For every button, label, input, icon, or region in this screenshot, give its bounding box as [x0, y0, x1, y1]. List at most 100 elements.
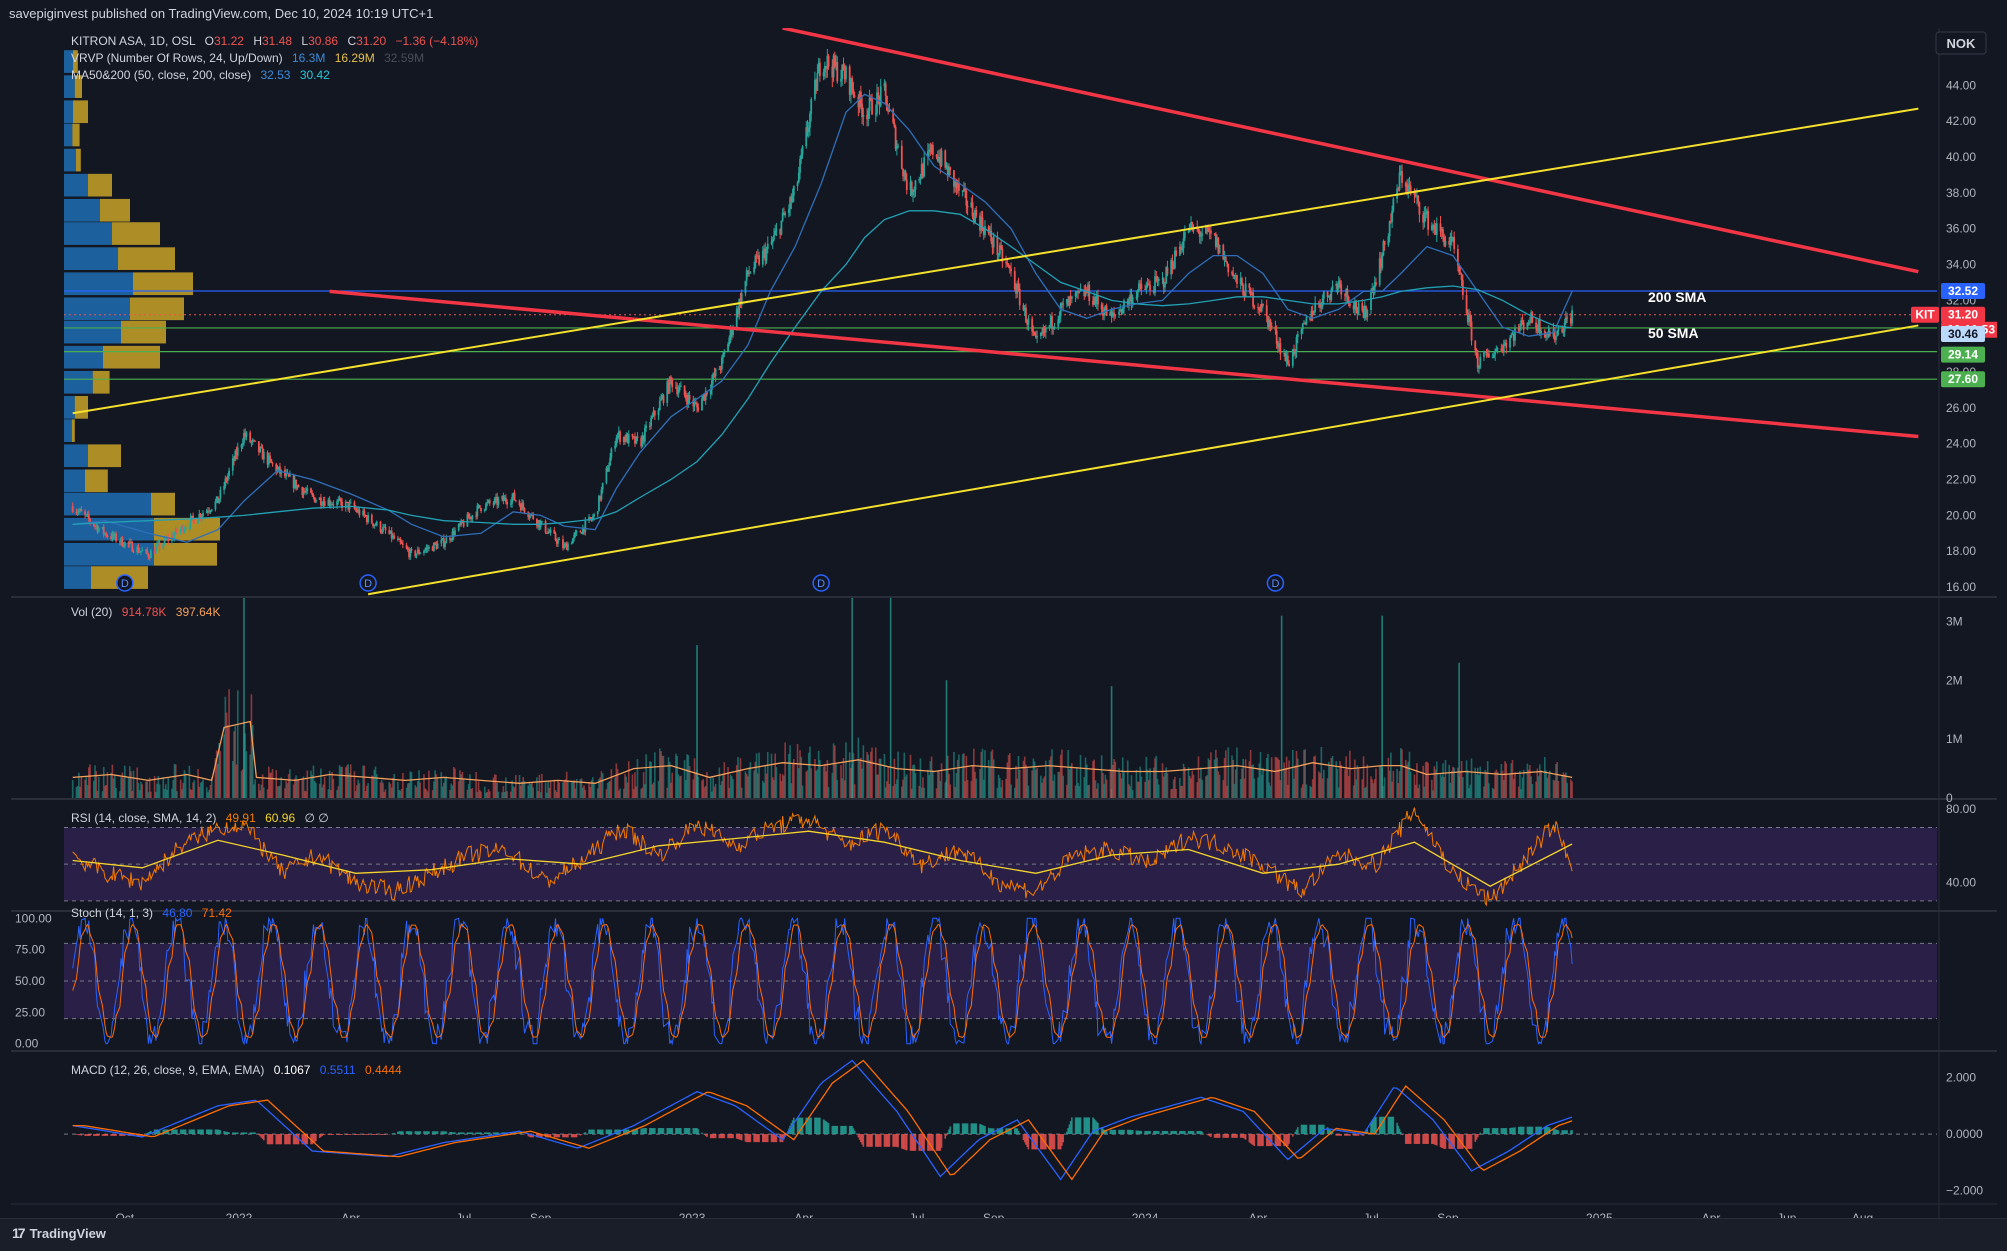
- volume-bar: [496, 783, 498, 798]
- volume-bar: [810, 768, 813, 798]
- macd-histogram-bar: [207, 1129, 209, 1135]
- macd-histogram-bar: [728, 1134, 731, 1139]
- macd-histogram-bar: [96, 1134, 99, 1136]
- candle-body: [362, 510, 365, 516]
- vp-down-bar: [151, 492, 175, 516]
- candle-body: [879, 86, 882, 106]
- macd-histogram-bar: [362, 1134, 364, 1135]
- volume-bar: [1330, 757, 1333, 798]
- candle-body: [825, 65, 828, 69]
- candle-body: [982, 228, 985, 235]
- volume-bar: [1311, 779, 1314, 798]
- currency-button[interactable]: NOK: [1935, 31, 1987, 55]
- candle-body: [1556, 330, 1559, 337]
- volume-bar: [347, 764, 350, 798]
- candle-body: [1314, 302, 1317, 312]
- candle-body: [827, 55, 830, 67]
- macd-histogram-bar: [1326, 1127, 1329, 1135]
- candle-body: [939, 157, 942, 166]
- candle-body: [1406, 186, 1408, 192]
- macd-histogram-bar: [1503, 1128, 1505, 1135]
- volume-bar: [822, 766, 825, 798]
- candle-body: [1387, 236, 1390, 245]
- volume-bar: [964, 781, 966, 798]
- candle-body: [996, 236, 999, 255]
- macd-histogram-bar: [662, 1128, 665, 1135]
- macd-histogram-bar: [449, 1131, 451, 1135]
- tradingview-logo[interactable]: 17 TradingView: [12, 1225, 106, 1241]
- volume-bar: [1119, 773, 1122, 798]
- volume-bar: [1309, 785, 1311, 798]
- macd-histogram-bar: [1422, 1134, 1424, 1144]
- candle-body: [396, 538, 399, 540]
- macd-histogram-bar: [471, 1132, 474, 1135]
- macd-histogram-bar: [1552, 1128, 1555, 1135]
- volume-bar: [1476, 767, 1479, 798]
- candle-body: [536, 519, 538, 526]
- volume-bar: [1188, 776, 1191, 798]
- candle-body: [677, 390, 680, 395]
- macd-histogram-bar: [958, 1123, 960, 1135]
- candle-body: [478, 505, 481, 508]
- macd-histogram-bar: [920, 1134, 923, 1151]
- candle-body: [1084, 289, 1087, 297]
- candle-body: [156, 544, 158, 548]
- candle-body: [1135, 296, 1138, 298]
- volume-bar: [747, 776, 749, 798]
- macd-histogram-bar: [1215, 1134, 1217, 1138]
- legend-vol-ma: 397.64K: [176, 605, 221, 619]
- macd-histogram-bar: [1226, 1134, 1228, 1138]
- volume-bar: [318, 783, 321, 798]
- candle-body: [254, 440, 257, 442]
- candle-body: [1344, 294, 1346, 296]
- macd-histogram-bar: [452, 1132, 455, 1135]
- macd-histogram-bar: [1292, 1134, 1294, 1137]
- macd-histogram-bar: [953, 1123, 955, 1135]
- macd-histogram-bar: [606, 1129, 609, 1135]
- volume-bar: [973, 748, 975, 798]
- candle-body: [998, 245, 1001, 255]
- candle-body: [583, 527, 585, 533]
- volume-bar: [1058, 771, 1061, 798]
- volume-bar: [1077, 782, 1079, 798]
- macd-histogram-bar: [218, 1129, 220, 1135]
- volume-bar: [1520, 789, 1522, 798]
- candle-body: [77, 511, 80, 513]
- macd-histogram-bar: [1344, 1134, 1346, 1136]
- volume-bar: [627, 761, 630, 798]
- candle-body: [1034, 335, 1037, 338]
- volume-bar: [363, 765, 366, 798]
- legend-vrvp: VRVP (Number Of Rows, 24, Up/Down): [71, 51, 283, 65]
- volume-bar: [1074, 785, 1077, 798]
- macd-histogram-bar: [1076, 1117, 1078, 1135]
- candle-body: [1226, 261, 1228, 264]
- candle-body: [341, 501, 343, 509]
- macd-histogram-bar: [1104, 1129, 1107, 1135]
- macd-histogram-bar: [344, 1134, 347, 1135]
- macd-histogram-bar: [825, 1121, 827, 1135]
- volume-bar: [410, 772, 413, 798]
- volume-bar: [1128, 784, 1130, 798]
- macd-histogram-bar: [1200, 1130, 1202, 1135]
- macd-histogram-bar: [1408, 1134, 1411, 1144]
- volume-bar: [1443, 777, 1446, 798]
- candle-body: [735, 308, 738, 329]
- volume-bar: [518, 775, 521, 798]
- macd-histogram-bar: [1110, 1129, 1113, 1135]
- candle-body: [596, 511, 599, 515]
- price-axis-tick: 16.00: [1946, 580, 1976, 594]
- macd-histogram-bar: [973, 1123, 975, 1135]
- candle-body: [1361, 303, 1364, 311]
- macd-histogram-bar: [832, 1125, 835, 1135]
- volume-bar: [407, 783, 409, 798]
- candle-body: [174, 528, 177, 535]
- candle-body: [745, 270, 748, 281]
- volume-bar: [1435, 761, 1438, 798]
- macd-histogram-bar: [1284, 1134, 1287, 1147]
- macd-histogram-bar: [1095, 1121, 1098, 1135]
- macd-histogram-bar: [740, 1134, 743, 1141]
- volume-bar: [266, 789, 269, 798]
- volume-bar: [1467, 770, 1469, 798]
